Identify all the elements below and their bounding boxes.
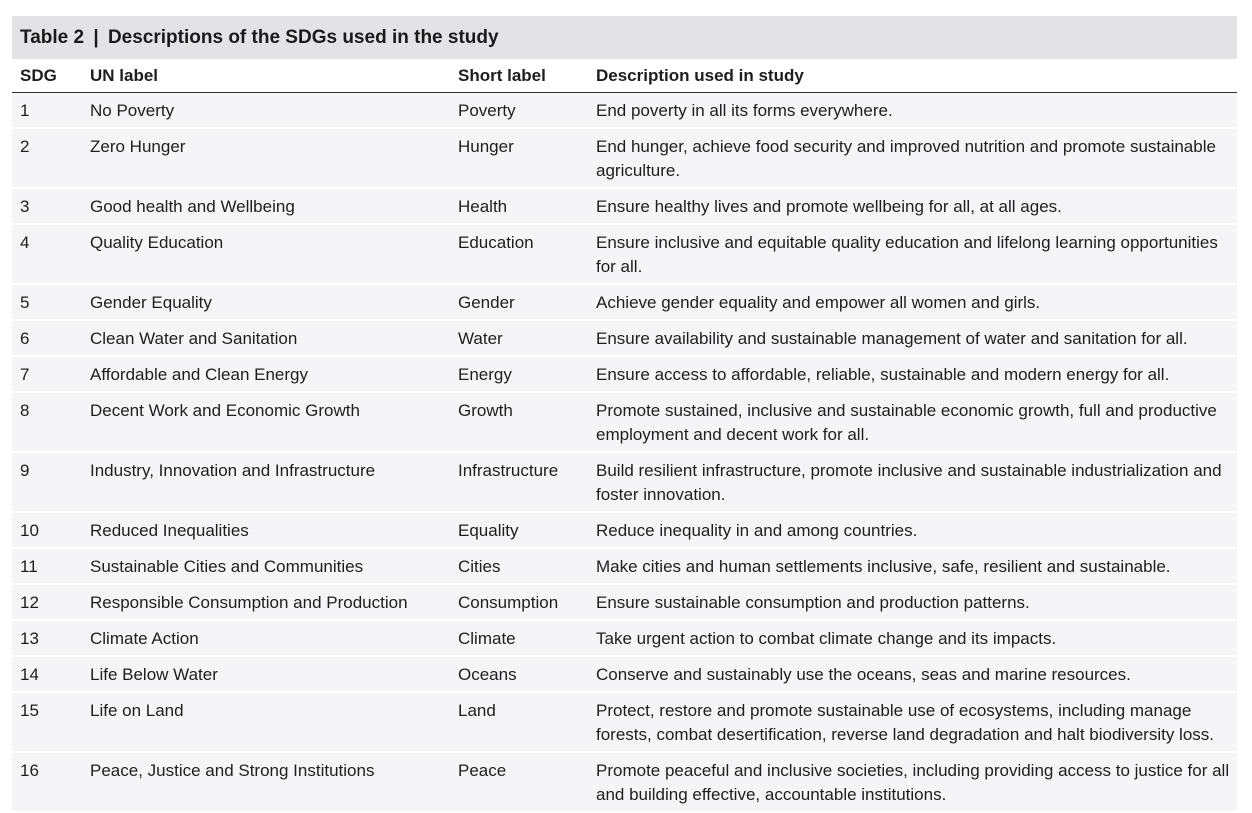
cell-sdg-number: 14: [12, 657, 82, 693]
table-row: 12 Responsible Consumption and Production…: [12, 585, 1237, 621]
cell-description: Ensure healthy lives and promote wellbei…: [588, 189, 1237, 225]
cell-description: Promote sustained, inclusive and sustain…: [588, 393, 1237, 453]
table-number: Table 2: [20, 27, 85, 48]
header-short-label: Short label: [450, 59, 588, 93]
header-sdg: SDG: [12, 59, 82, 93]
cell-un-label: Decent Work and Economic Growth: [82, 393, 450, 453]
cell-description: Reduce inequality in and among countries…: [588, 513, 1237, 549]
cell-sdg-number: 1: [12, 93, 82, 129]
cell-sdg-number: 11: [12, 549, 82, 585]
table-body: 1 No Poverty Poverty End poverty in all its…: [12, 93, 1237, 813]
sdg-table: SDG UN label Short label Description use…: [12, 59, 1237, 813]
cell-un-label: Peace, Justice and Strong Institutions: [82, 753, 450, 813]
table-row: 2 Zero Hunger Hunger End hunger, achieve fo…: [12, 129, 1237, 189]
cell-description: Ensure inclusive and equitable quality e…: [588, 225, 1237, 285]
sdg-table-figure: Table 2 | Descriptions of the SDGs used …: [12, 16, 1237, 813]
header-description: Description used in study: [588, 59, 1237, 93]
header-row: SDG UN label Short label Description use…: [12, 59, 1237, 93]
cell-sdg-number: 7: [12, 357, 82, 393]
table-row: 15 Life on Land Land Protect, restore and p…: [12, 693, 1237, 753]
table-row: 1 No Poverty Poverty End poverty in all its…: [12, 93, 1237, 129]
cell-un-label: Sustainable Cities and Communities: [82, 549, 450, 585]
table-row: 7 Affordable and Clean Energy Energy Ensure…: [12, 357, 1237, 393]
table-title: Descriptions of the SDGs used in the stu…: [107, 27, 499, 48]
cell-short-label: Land: [450, 693, 588, 753]
cell-short-label: Oceans: [450, 657, 588, 693]
cell-un-label: Life Below Water: [82, 657, 450, 693]
cell-description: Protect, restore and promote sustainable…: [588, 693, 1237, 753]
cell-sdg-number: 4: [12, 225, 82, 285]
cell-sdg-number: 5: [12, 285, 82, 321]
header-un-label: UN label: [82, 59, 450, 93]
cell-short-label: Growth: [450, 393, 588, 453]
table-row: 14 Life Below Water Oceans Conserve and sus…: [12, 657, 1237, 693]
cell-sdg-number: 9: [12, 453, 82, 513]
cell-un-label: Clean Water and Sanitation: [82, 321, 450, 357]
cell-un-label: Zero Hunger: [82, 129, 450, 189]
cell-sdg-number: 3: [12, 189, 82, 225]
cell-sdg-number: 10: [12, 513, 82, 549]
cell-sdg-number: 8: [12, 393, 82, 453]
cell-sdg-number: 6: [12, 321, 82, 357]
table-row: 4 Quality Education Education Ensure inclus…: [12, 225, 1237, 285]
cell-sdg-number: 12: [12, 585, 82, 621]
cell-sdg-number: 2: [12, 129, 82, 189]
cell-description: Conserve and sustainably use the oceans,…: [588, 657, 1237, 693]
cell-sdg-number: 15: [12, 693, 82, 753]
cell-un-label: Responsible Consumption and Production: [82, 585, 450, 621]
cell-un-label: No Poverty: [82, 93, 450, 129]
cell-description: Ensure sustainable consumption and produ…: [588, 585, 1237, 621]
cell-short-label: Infrastructure: [450, 453, 588, 513]
cell-short-label: Energy: [450, 357, 588, 393]
cell-short-label: Poverty: [450, 93, 588, 129]
cell-short-label: Water: [450, 321, 588, 357]
cell-sdg-number: 16: [12, 753, 82, 813]
table-caption: Table 2 | Descriptions of the SDGs used …: [12, 16, 1237, 59]
cell-un-label: Life on Land: [82, 693, 450, 753]
table-row: 5 Gender Equality Gender Achieve gender equ…: [12, 285, 1237, 321]
cell-short-label: Cities: [450, 549, 588, 585]
table-row: 16 Peace, Justice and Strong Institutions…: [12, 753, 1237, 813]
cell-short-label: Health: [450, 189, 588, 225]
table-row: 13 Climate Action Climate Take urgent actio…: [12, 621, 1237, 657]
cell-short-label: Education: [450, 225, 588, 285]
table-row: 9 Industry, Innovation and Infrastructure…: [12, 453, 1237, 513]
cell-description: Promote peaceful and inclusive societies…: [588, 753, 1237, 813]
cell-short-label: Gender: [450, 285, 588, 321]
table-row: 11 Sustainable Cities and Communities Citi…: [12, 549, 1237, 585]
table-row: 3 Good health and Wellbeing Health Ensure h…: [12, 189, 1237, 225]
cell-short-label: Consumption: [450, 585, 588, 621]
cell-un-label: Industry, Innovation and Infrastructure: [82, 453, 450, 513]
table-header: SDG UN label Short label Description use…: [12, 59, 1237, 93]
cell-un-label: Good health and Wellbeing: [82, 189, 450, 225]
cell-short-label: Climate: [450, 621, 588, 657]
cell-short-label: Equality: [450, 513, 588, 549]
cell-description: Achieve gender equality and empower all …: [588, 285, 1237, 321]
cell-description: Make cities and human settlements inclus…: [588, 549, 1237, 585]
cell-un-label: Quality Education: [82, 225, 450, 285]
table-row: 8 Decent Work and Economic Growth Growth Pr…: [12, 393, 1237, 453]
cell-un-label: Climate Action: [82, 621, 450, 657]
table-row: 6 Clean Water and Sanitation Water Ensure a…: [12, 321, 1237, 357]
cell-description: Ensure access to affordable, reliable, s…: [588, 357, 1237, 393]
cell-description: Take urgent action to combat climate cha…: [588, 621, 1237, 657]
cell-short-label: Peace: [450, 753, 588, 813]
cell-description: End poverty in all its forms everywhere.: [588, 93, 1237, 129]
cell-un-label: Affordable and Clean Energy: [82, 357, 450, 393]
cell-description: Ensure availability and sustainable mana…: [588, 321, 1237, 357]
cell-description: End hunger, achieve food security and im…: [588, 129, 1237, 189]
cell-description: Build resilient infrastructure, promote …: [588, 453, 1237, 513]
cell-short-label: Hunger: [450, 129, 588, 189]
caption-separator: |: [93, 27, 99, 48]
table-row: 10 Reduced Inequalities Equality Reduce ine…: [12, 513, 1237, 549]
cell-un-label: Gender Equality: [82, 285, 450, 321]
cell-un-label: Reduced Inequalities: [82, 513, 450, 549]
cell-sdg-number: 13: [12, 621, 82, 657]
